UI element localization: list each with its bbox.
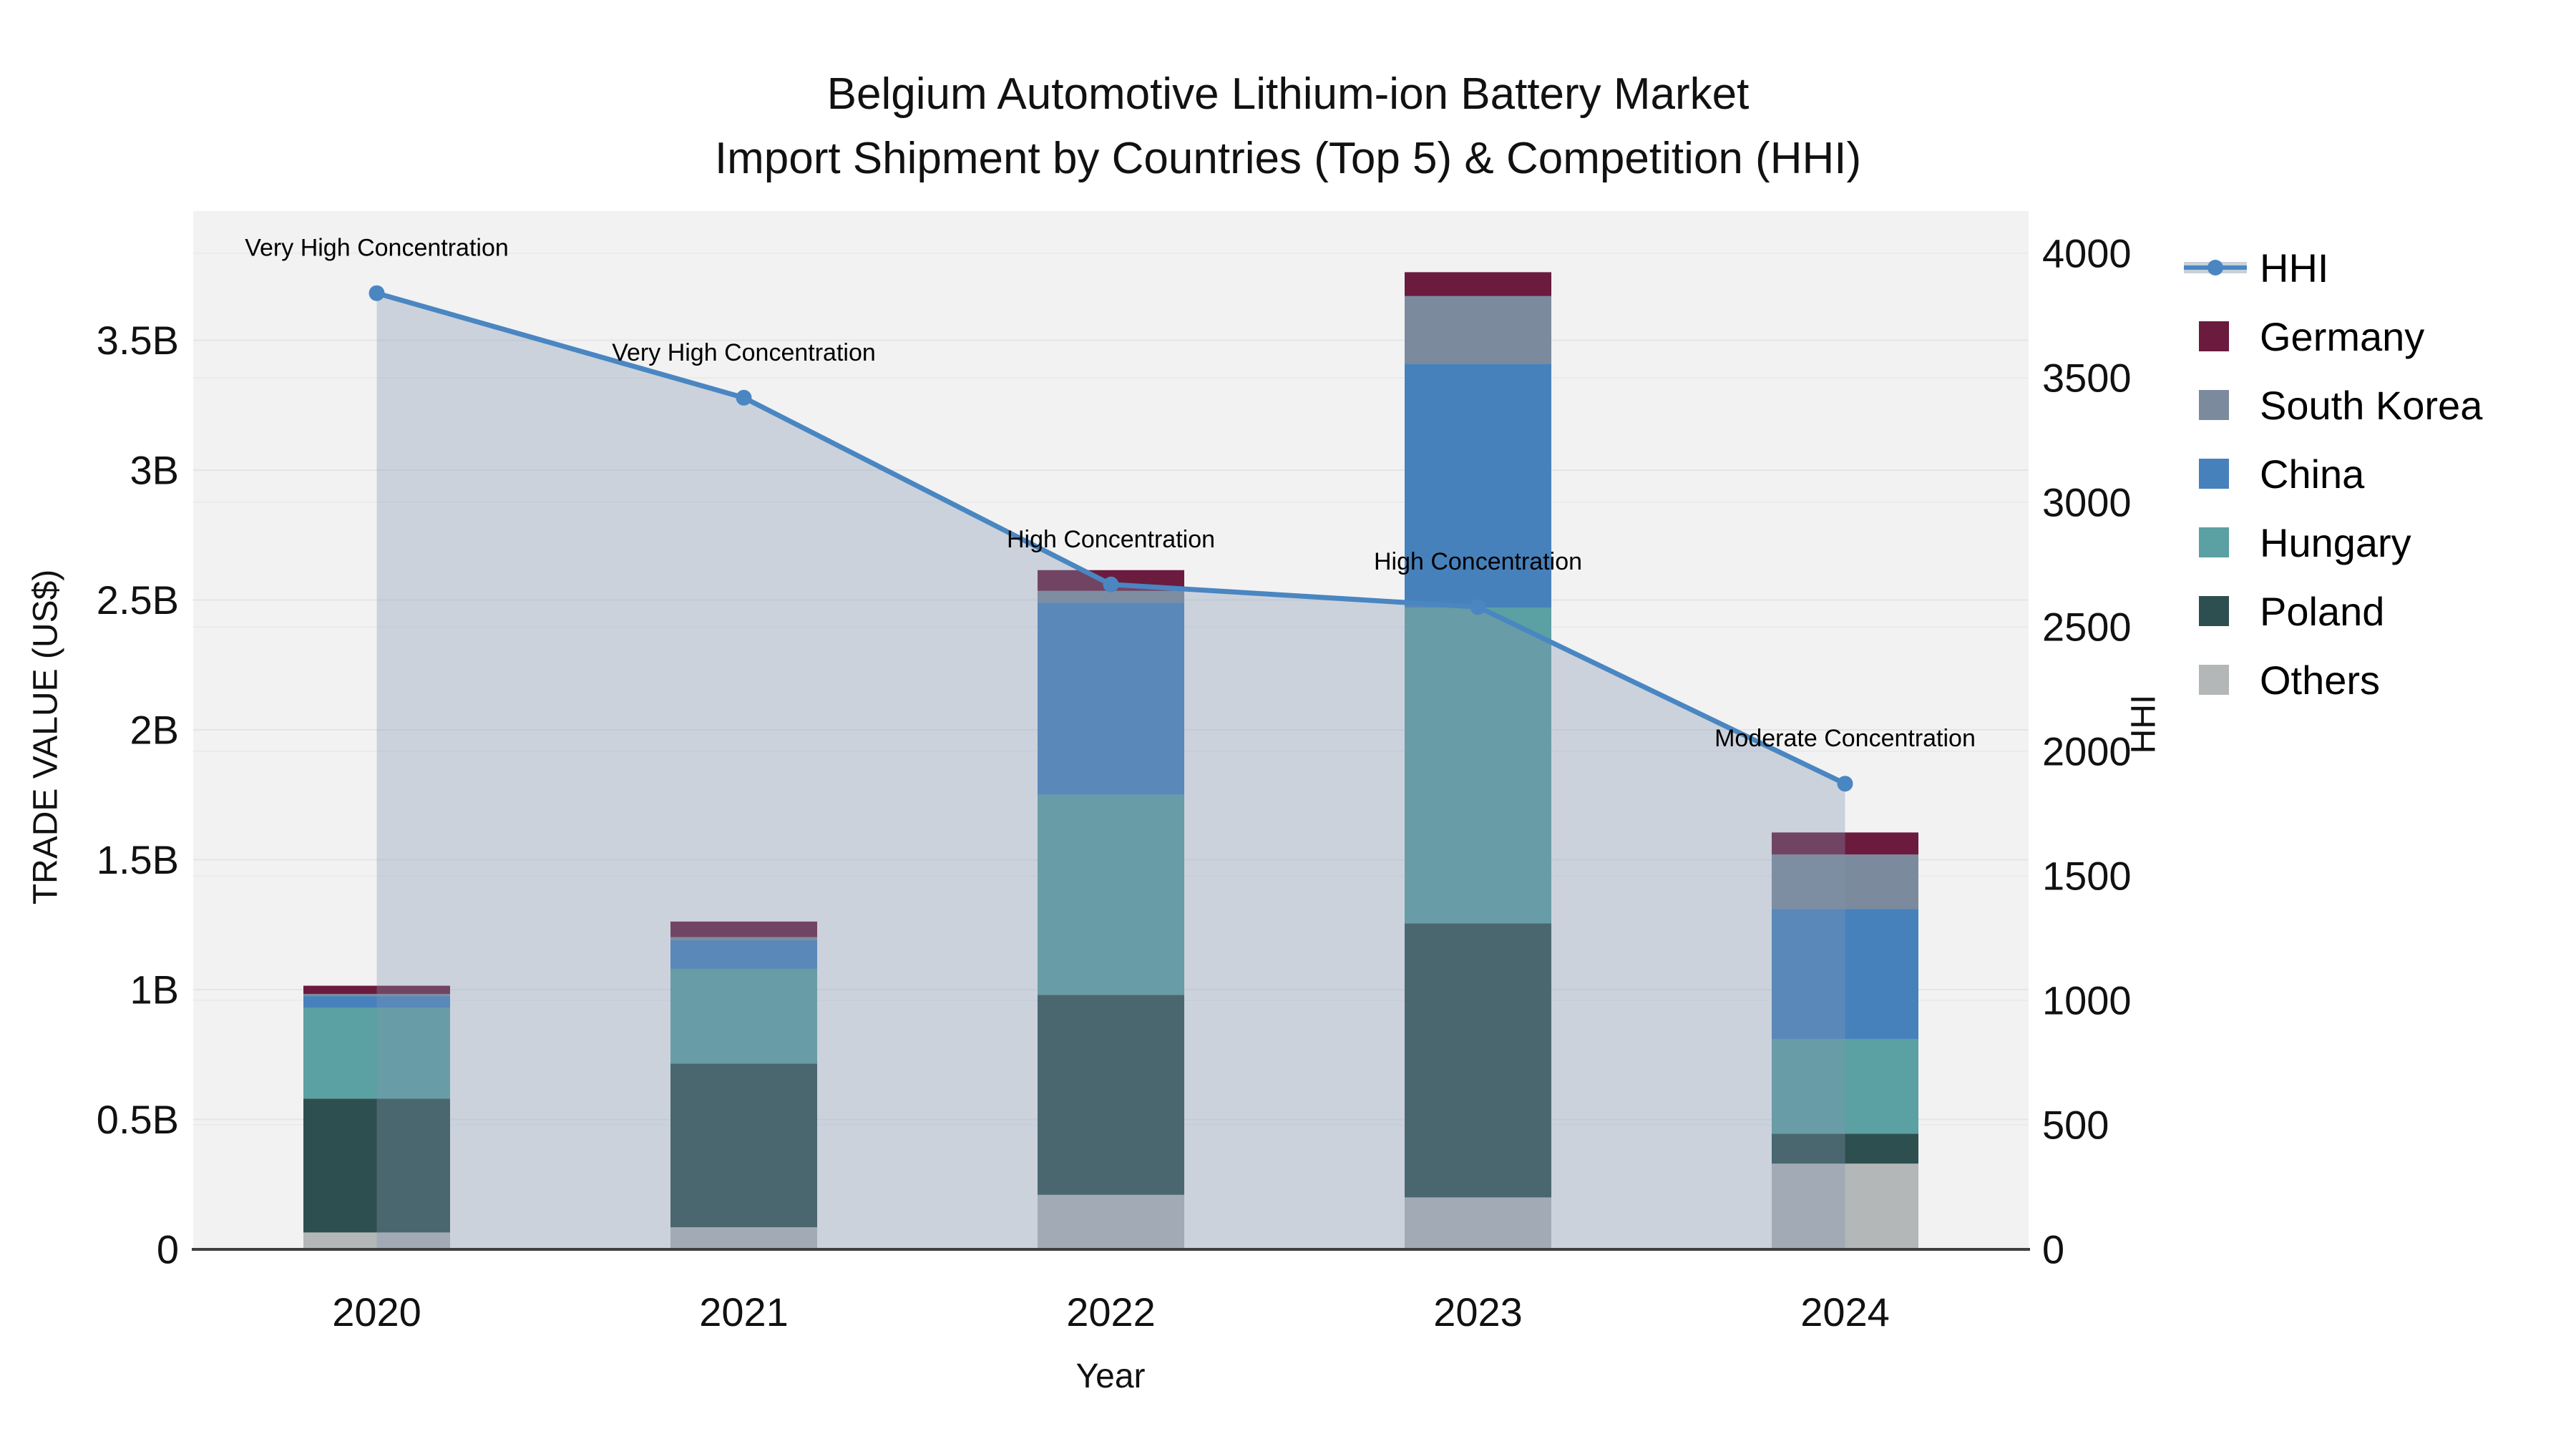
china-color-square: [2199, 459, 2229, 489]
left-tick-0.5B: 0.5B: [97, 1097, 179, 1142]
germany-swatch-icon: [2184, 321, 2247, 352]
x-tick-2024: 2024: [1800, 1289, 1890, 1335]
bar-segment-2020-germany: [303, 985, 450, 995]
others-color-square: [2199, 665, 2229, 695]
right-tick-1500: 1500: [2042, 854, 2132, 899]
bar-segment-2023-south_korea: [1405, 296, 1551, 364]
legend-item-others[interactable]: Others: [2184, 645, 2482, 714]
hhi-marker-glyph: [2207, 260, 2223, 275]
bar-segment-2024-poland: [1772, 1133, 1918, 1164]
annotation-2020: Very High Concentration: [245, 235, 509, 262]
legend-label: HHI: [2260, 245, 2329, 291]
left-tick-1.5B: 1.5B: [97, 837, 179, 882]
bar-segment-2021-china: [670, 940, 817, 969]
legend-label: Hungary: [2260, 519, 2411, 565]
poland-swatch-icon: [2184, 595, 2247, 627]
left-tick-1B: 1B: [130, 967, 180, 1013]
right-tick-2500: 2500: [2042, 605, 2132, 650]
bar-segment-2020-others: [303, 1232, 450, 1249]
hhi-area-fill: [376, 293, 1845, 1250]
legend-label: Others: [2260, 657, 2381, 703]
legend-item-poland[interactable]: Poland: [2184, 577, 2482, 645]
x-tick-2021: 2021: [699, 1289, 789, 1335]
bar-segment-2020-poland: [303, 1098, 450, 1233]
germany-color-square: [2199, 321, 2229, 351]
bar-segment-2020-south_korea: [303, 994, 450, 997]
bar-segment-2022-hungary: [1038, 794, 1184, 995]
right-tick-3500: 3500: [2042, 356, 2132, 401]
right-tick-1000: 1000: [2042, 978, 2132, 1023]
poland-color-square: [2199, 596, 2229, 626]
annotation-2023: High Concentration: [1374, 548, 1582, 575]
bar-segment-2024-germany: [1772, 832, 1918, 855]
bar-segment-2021-others: [670, 1227, 817, 1249]
right-tick-2000: 2000: [2042, 729, 2132, 774]
legend-item-south-korea[interactable]: South Korea: [2184, 371, 2482, 439]
annotation-2021: Very High Concentration: [612, 339, 876, 366]
right-tick-3000: 3000: [2042, 480, 2132, 525]
hhi-marker-2022: [1103, 576, 1119, 592]
left-tick-2B: 2B: [130, 708, 180, 753]
left-tick-0: 0: [157, 1227, 179, 1272]
bar-segment-2024-others: [1772, 1163, 1918, 1249]
x-tick-2022: 2022: [1066, 1289, 1156, 1335]
hhi-marker-2021: [736, 389, 752, 406]
hhi-marker-2023: [1470, 599, 1486, 615]
legend-item-hhi[interactable]: HHI: [2184, 233, 2482, 302]
legend: HHI Germany South Korea China Hungary Poland O…: [2184, 233, 2482, 714]
bar-segment-2020-china: [303, 996, 450, 1008]
others-swatch-icon: [2184, 664, 2247, 696]
bar-segment-2023-hungary: [1405, 608, 1551, 924]
south_korea-color-square: [2199, 390, 2229, 420]
right-tick-0: 0: [2042, 1227, 2064, 1272]
right-axis-title: HHI: [2124, 694, 2163, 754]
x-tick-2023: 2023: [1433, 1289, 1523, 1335]
bar-segment-2022-others: [1038, 1194, 1184, 1249]
bar-segment-2022-south_korea: [1038, 590, 1184, 603]
hhi-line-swatch-icon: [2184, 252, 2247, 283]
legend-label: Germany: [2260, 313, 2425, 359]
chart-title-line2: Import Shipment by Countries (Top 5) & C…: [714, 134, 1862, 183]
bar-segment-2021-poland: [670, 1063, 817, 1228]
bar-segment-2024-hungary: [1772, 1038, 1918, 1134]
left-tick-3.5B: 3.5B: [97, 318, 179, 363]
chart-title-line1: Belgium Automotive Lithium-ion Battery M…: [826, 69, 1750, 119]
left-tick-2.5B: 2.5B: [97, 577, 179, 623]
legend-label: Poland: [2260, 588, 2385, 634]
hungary-swatch-icon: [2184, 527, 2247, 558]
china-swatch-icon: [2184, 458, 2247, 489]
left-axis-title: TRADE VALUE (US$): [26, 569, 65, 905]
south_korea-swatch-icon: [2184, 389, 2247, 421]
bar-segment-2022-china: [1038, 602, 1184, 795]
bar-segment-2023-poland: [1405, 923, 1551, 1198]
bar-segment-2024-china: [1772, 909, 1918, 1039]
bar-segment-2021-germany: [670, 921, 817, 937]
bar-segment-2021-south_korea: [670, 937, 817, 941]
bar-segment-2020-hungary: [303, 1008, 450, 1099]
hungary-color-square: [2199, 527, 2229, 557]
legend-item-hungary[interactable]: Hungary: [2184, 508, 2482, 577]
legend-item-china[interactable]: China: [2184, 439, 2482, 508]
bar-segment-2021-hungary: [670, 968, 817, 1064]
x-axis-title: Year: [1075, 1357, 1146, 1395]
legend-label: South Korea: [2260, 382, 2483, 428]
bar-segment-2023-germany: [1405, 272, 1551, 296]
bar-segment-2024-south_korea: [1772, 854, 1918, 909]
right-tick-4000: 4000: [2042, 231, 2132, 276]
annotation-2022: High Concentration: [1007, 526, 1215, 553]
annotation-2024: Moderate Concentration: [1714, 725, 1976, 752]
legend-label: China: [2260, 451, 2365, 497]
right-tick-500: 500: [2042, 1103, 2109, 1148]
bar-segment-2023-others: [1405, 1197, 1551, 1249]
hhi-marker-2020: [369, 285, 385, 301]
x-tick-2020: 2020: [332, 1289, 421, 1335]
bar-segment-2022-poland: [1038, 995, 1184, 1195]
hhi-marker-2024: [1837, 776, 1853, 792]
left-tick-3B: 3B: [130, 448, 180, 493]
bar-segment-2023-china: [1405, 364, 1551, 608]
legend-item-germany[interactable]: Germany: [2184, 302, 2482, 371]
